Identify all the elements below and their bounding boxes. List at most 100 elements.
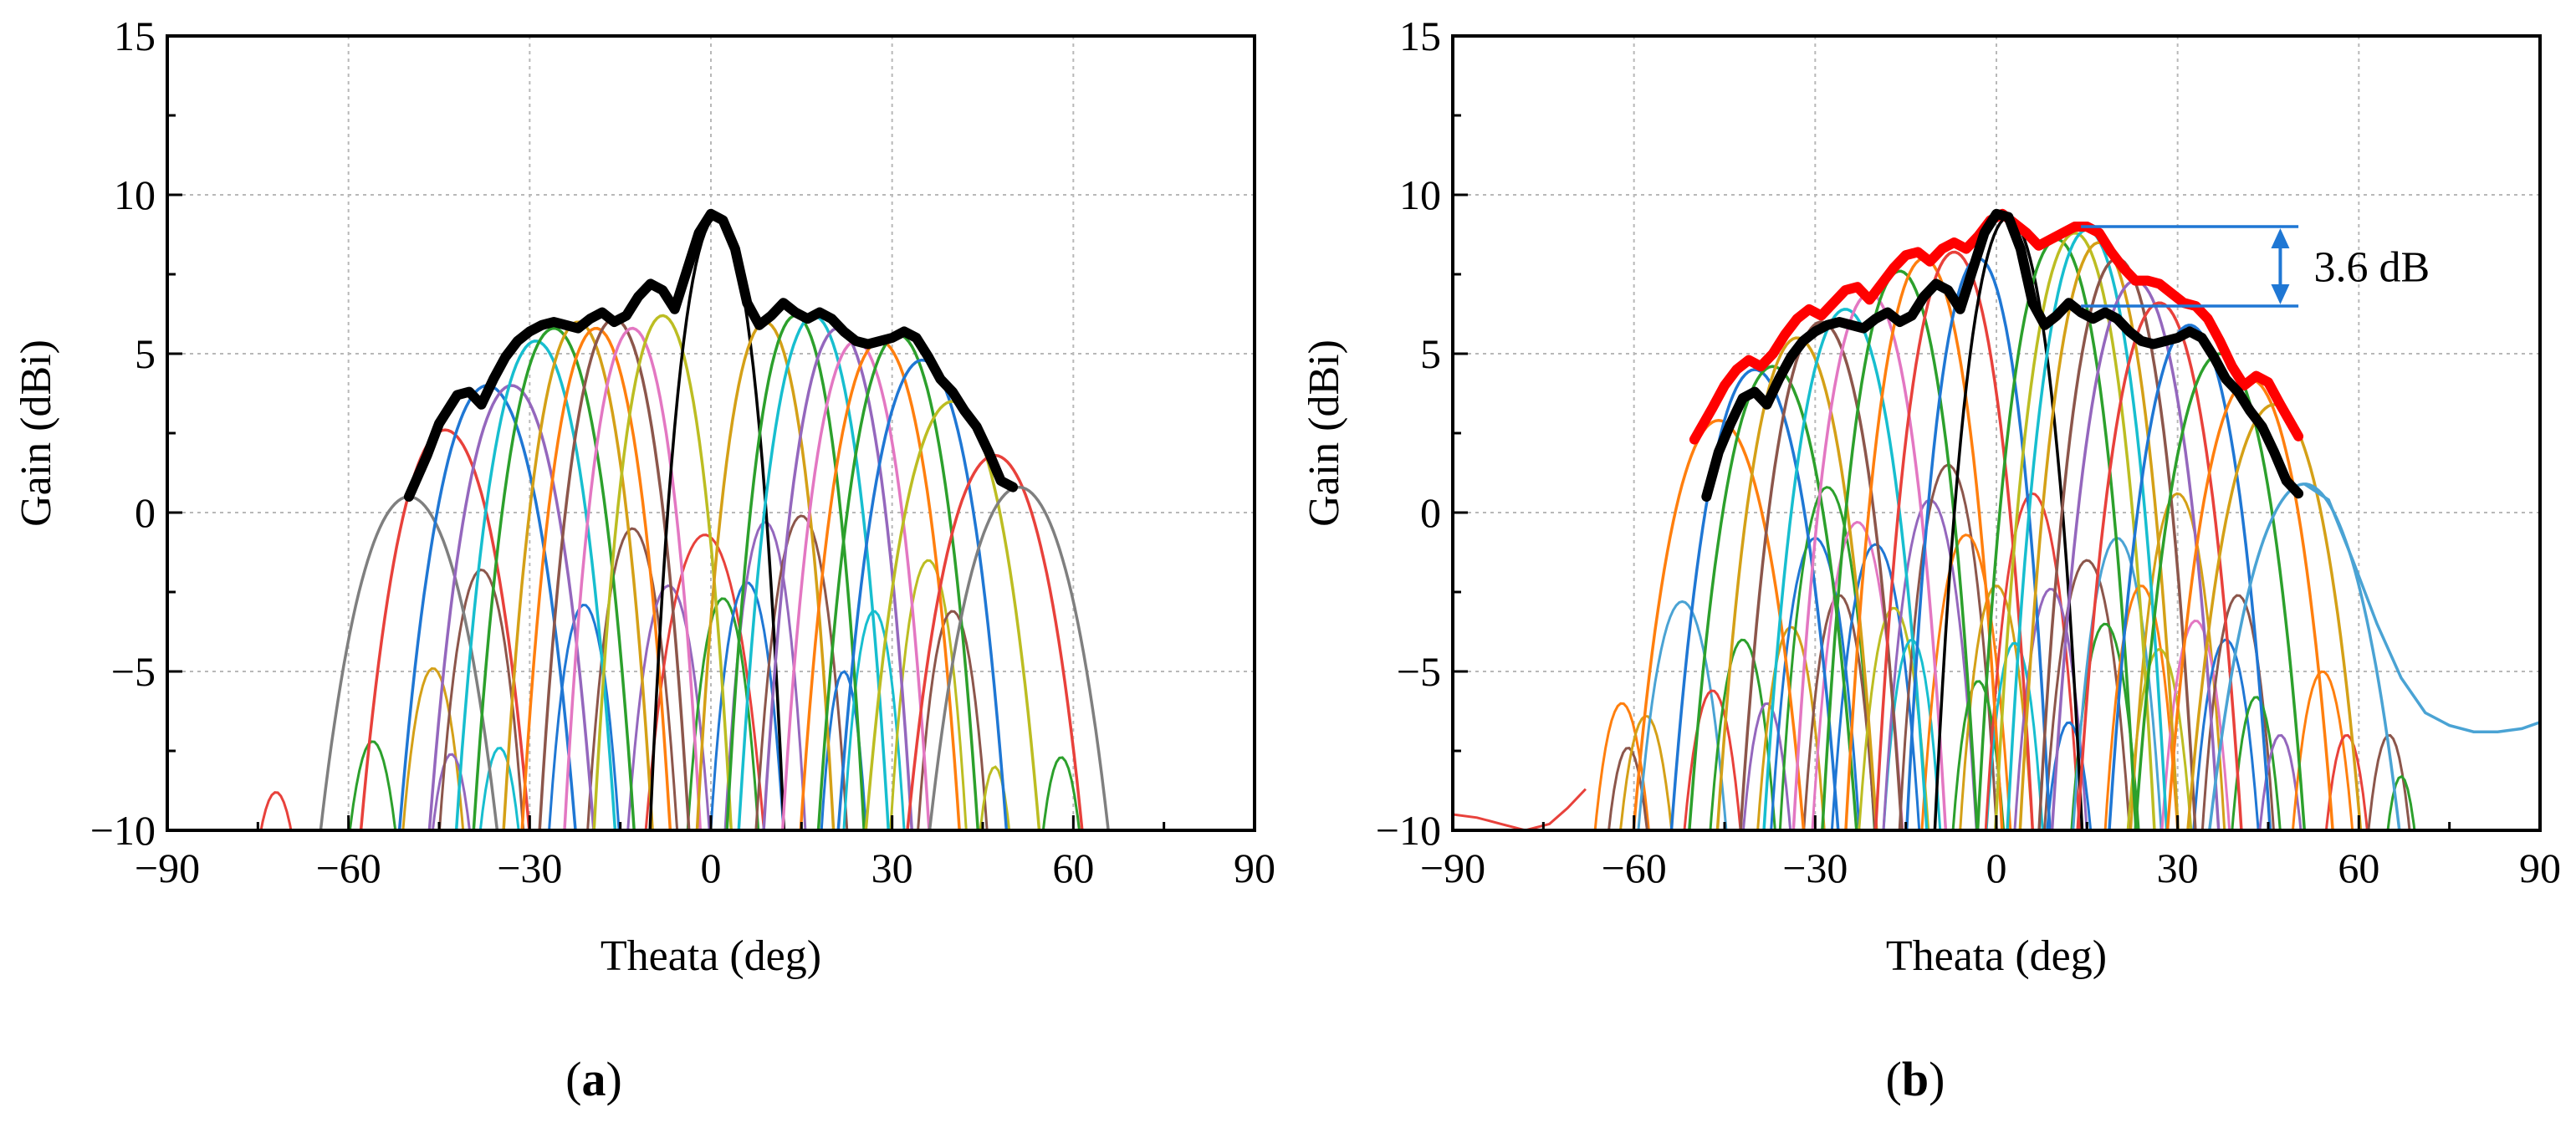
panel-b: −90 −60 −30 0 30 60 90 −10 −5 0 5 10 15 3.6 dB Theat… — [1301, 13, 2561, 1106]
x-tick-label-a: −60 — [316, 845, 381, 891]
panel-label-b: (b) — [1886, 1052, 1945, 1106]
x-tick-label-b: 60 — [2338, 845, 2379, 891]
left-tail-curve-b — [1453, 788, 1587, 830]
y-axis-title-b: Gain (dBi) — [1301, 339, 1348, 527]
sidelobe-curve-b — [1898, 463, 1998, 830]
sidelobe-curve-a — [259, 791, 293, 830]
plot-frame-a — [166, 34, 1256, 832]
annotation-arrow-head-down — [2271, 284, 2290, 304]
sidelobe-curve-b — [1985, 641, 2044, 830]
beam-curve-b — [1821, 269, 1979, 830]
beam-curve-a — [928, 485, 1110, 830]
y-tick-label-b: −5 — [1397, 648, 1441, 695]
y-tick-label-a: 0 — [135, 489, 156, 536]
beam-curve-b — [2076, 301, 2243, 830]
beam-curve-b — [1715, 336, 1878, 830]
x-tick-label-a: −90 — [135, 845, 200, 891]
grid-a — [167, 36, 1255, 830]
envelope-black-b — [1701, 208, 2304, 502]
curves-a — [259, 208, 1110, 830]
y-tick-label-a: 5 — [135, 330, 156, 377]
ticks-a: −90 −60 −30 0 30 60 90 −10 −5 0 5 10 15 — [90, 13, 1275, 891]
beam-curve-a — [427, 384, 595, 830]
sidelobe-curve-b — [2046, 721, 2093, 830]
y-tick-label-a: −10 — [90, 807, 156, 854]
panel-label-a: (a) — [565, 1052, 622, 1106]
beam-curve-b — [2018, 241, 2180, 830]
x-tick-label-b: −90 — [1420, 845, 1485, 891]
y-tick-label-a: 15 — [114, 13, 156, 59]
sidelobe-curve-a — [548, 603, 621, 830]
grid-b — [1453, 36, 2540, 830]
sidelobe-curve-b — [1683, 689, 1742, 830]
x-tick-label-b: −60 — [1602, 845, 1667, 891]
beam-curve-a — [864, 400, 1041, 830]
ticks-b: −90 −60 −30 0 30 60 90 −10 −5 0 5 10 15 — [1376, 13, 2561, 891]
x-axis-title-a: Theata (deg) — [601, 932, 821, 980]
beam-curve-b — [2108, 324, 2272, 830]
sidelobe-curve-b — [1830, 543, 1921, 830]
x-tick-label-a: 30 — [871, 845, 913, 891]
y-tick-label-a: 10 — [114, 171, 156, 218]
y-tick-label-b: 5 — [1420, 330, 1441, 377]
sidelobe-curve-b — [2042, 559, 2131, 830]
y-axis-title-a: Gain (dBi) — [13, 339, 60, 527]
sidelobe-curve-a — [401, 666, 465, 830]
annotation-arrow-head-up — [2271, 228, 2290, 248]
beam-curve-a — [359, 428, 531, 830]
sidelobe-curve-a — [1041, 756, 1081, 830]
x-tick-label-a: 60 — [1052, 845, 1094, 891]
beam-curve-b — [2186, 403, 2363, 830]
y-tick-label-b: 15 — [1399, 13, 1441, 59]
beam-curve-a — [319, 495, 499, 830]
x-tick-label-a: 0 — [701, 845, 722, 891]
envelope-black-a — [403, 208, 1019, 502]
sidelobe-curve-a — [437, 568, 525, 830]
beam-curve-a — [592, 314, 733, 830]
beam-curve-b — [2134, 352, 2307, 830]
sidelobe-curve-a — [686, 597, 760, 830]
sidelobe-curve-b — [2367, 733, 2411, 830]
sidelobe-curve-a — [917, 610, 989, 830]
beam-curve-b — [1762, 308, 1929, 830]
sidelobe-curve-b — [1619, 714, 1674, 830]
curves-b — [1453, 208, 2540, 830]
sidelobe-curve-a — [348, 740, 397, 830]
y-tick-label-b: 0 — [1420, 489, 1441, 536]
x-tick-label-b: 90 — [2519, 845, 2561, 891]
annotation-label: 3.6 dB — [2313, 244, 2430, 292]
beam-curve-a — [563, 326, 703, 830]
x-tick-label-b: 30 — [2157, 845, 2199, 891]
sidelobe-curve-b — [2386, 774, 2416, 830]
sidelobe-curve-a — [644, 533, 765, 830]
sidelobe-curve-a — [478, 747, 520, 830]
sidelobe-curve-a — [431, 753, 471, 830]
sidelobe-curve-b — [1778, 486, 1876, 830]
beam-curve-b — [1632, 419, 1806, 830]
x-tick-label-a: −30 — [497, 845, 562, 891]
x-tick-label-b: 0 — [1986, 845, 2007, 891]
sidelobe-curve-a — [979, 765, 1011, 830]
y-tick-label-b: −10 — [1376, 807, 1441, 854]
panel-a: −90 −60 −30 0 30 60 90 −10 −5 0 5 10 15 Theata (deg)… — [13, 13, 1275, 1106]
beam-curve-a — [520, 326, 672, 830]
sidelobe-curve-b — [1637, 600, 1728, 830]
beam-curve-b — [1873, 250, 2035, 830]
x-axis-title-b: Theata (deg) — [1886, 932, 2107, 980]
x-tick-label-b: −30 — [1782, 845, 1848, 891]
y-tick-label-b: 10 — [1399, 171, 1441, 218]
beam-curve-a — [472, 326, 636, 830]
sidelobe-curve-b — [2231, 696, 2282, 830]
sidelobe-curve-b — [2103, 584, 2180, 830]
sidelobe-curve-b — [2072, 536, 2163, 830]
x-tick-label-a: 90 — [1234, 845, 1275, 891]
beam-curve-b — [1688, 365, 1858, 830]
beam-curve-a — [502, 320, 654, 830]
sidelobe-curve-a — [889, 559, 968, 830]
edge-beam-tail-b — [2303, 482, 2540, 733]
annotation-b: 3.6 dB — [2081, 225, 2430, 308]
beam-curve-a — [454, 339, 617, 830]
y-tick-label-a: −5 — [111, 648, 156, 695]
beam-curve-b — [1994, 231, 2156, 830]
